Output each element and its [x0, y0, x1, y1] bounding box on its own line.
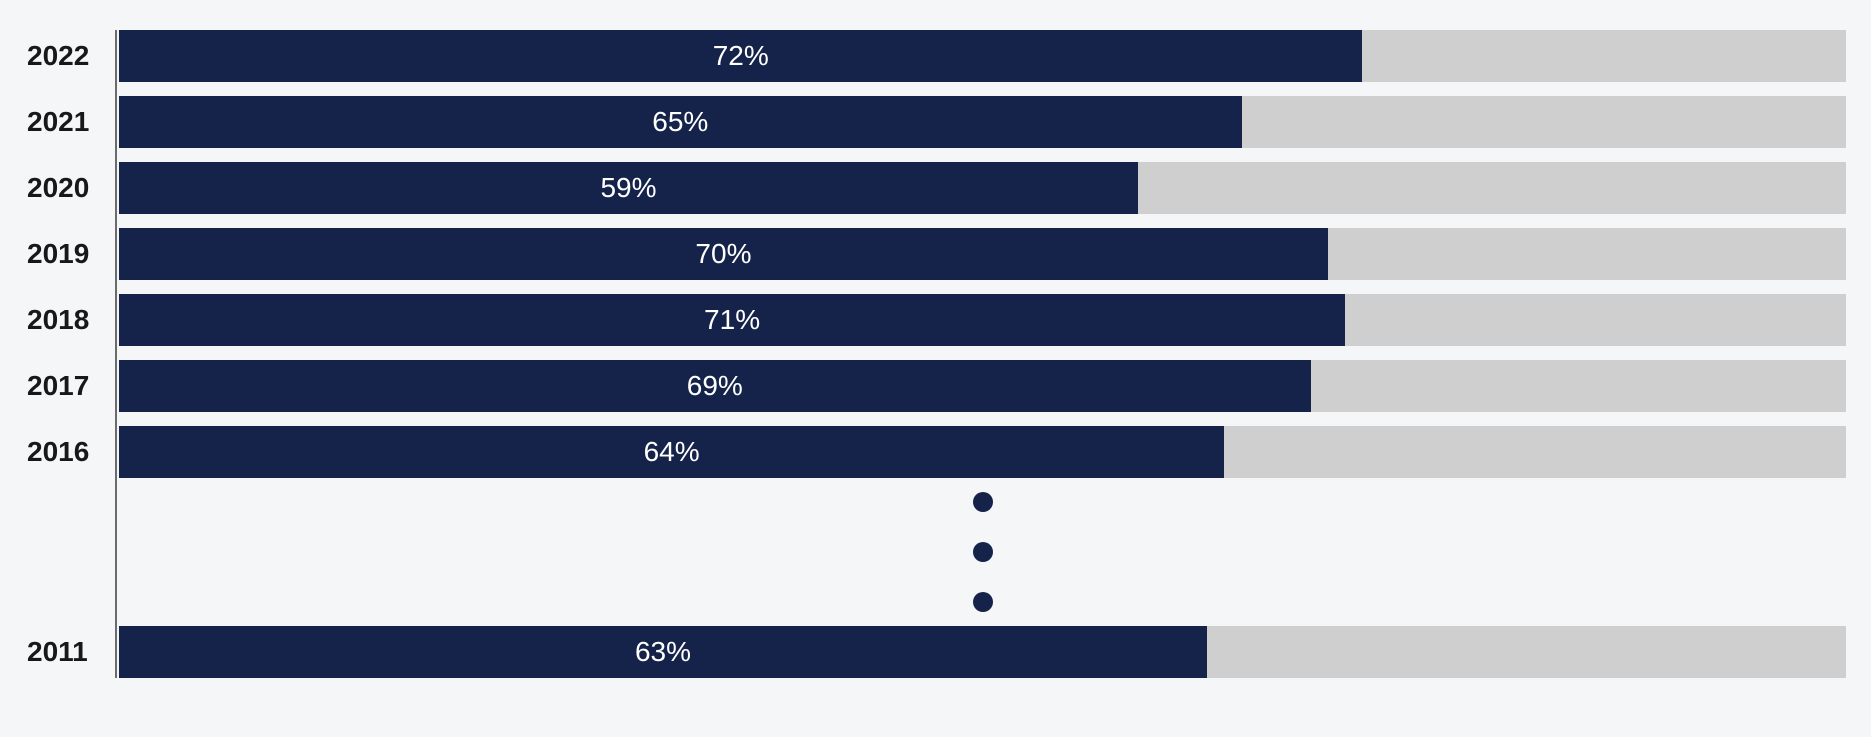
bar-fill: 70%	[119, 228, 1328, 280]
bar-track: 71%	[119, 294, 1846, 346]
bar-row: 2017 69%	[25, 360, 1846, 412]
bar-value-label: 64%	[644, 436, 700, 468]
bar-fill: 69%	[119, 360, 1311, 412]
bar-track: 59%	[119, 162, 1846, 214]
bar-value-label: 70%	[695, 238, 751, 270]
bar-value-label: 59%	[600, 172, 656, 204]
bar-row: 2021 65%	[25, 96, 1846, 148]
ellipsis-dot-icon	[973, 592, 993, 612]
bar-track: 70%	[119, 228, 1846, 280]
chart-rows: 2022 72% 2021 65% 2020 59% 2019 70% 2018 71% 2017 6…	[25, 30, 1846, 678]
bar-row: 2011 63%	[25, 626, 1846, 678]
bar-row: 2022 72%	[25, 30, 1846, 82]
ellipsis-row	[25, 492, 1846, 612]
bar-value-label: 65%	[652, 106, 708, 138]
y-axis-label: 2018	[25, 304, 115, 336]
y-axis-label: 2020	[25, 172, 115, 204]
bar-track: 63%	[119, 626, 1846, 678]
ellipsis-dot-icon	[973, 492, 993, 512]
y-axis-label: 2022	[25, 40, 115, 72]
bar-value-label: 63%	[635, 636, 691, 668]
bar-fill: 63%	[119, 626, 1207, 678]
bar-row: 2020 59%	[25, 162, 1846, 214]
bar-track: 65%	[119, 96, 1846, 148]
y-axis-label: 2019	[25, 238, 115, 270]
y-axis-label: 2016	[25, 436, 115, 468]
bar-track: 69%	[119, 360, 1846, 412]
ellipsis-dots	[119, 492, 1846, 612]
bar-value-label: 71%	[704, 304, 760, 336]
bar-value-label: 72%	[713, 40, 769, 72]
bar-fill: 65%	[119, 96, 1242, 148]
bar-row: 2016 64%	[25, 426, 1846, 478]
y-axis-label: 2021	[25, 106, 115, 138]
bar-track: 72%	[119, 30, 1846, 82]
y-axis-label: 2011	[25, 636, 115, 668]
bar-value-label: 69%	[687, 370, 743, 402]
bar-row: 2019 70%	[25, 228, 1846, 280]
ellipsis-dot-icon	[973, 542, 993, 562]
bar-fill: 71%	[119, 294, 1345, 346]
bar-row: 2018 71%	[25, 294, 1846, 346]
horizontal-bar-chart: 2022 72% 2021 65% 2020 59% 2019 70% 2018 71% 2017 6…	[25, 30, 1846, 678]
y-axis-line	[115, 30, 117, 678]
bar-fill: 64%	[119, 426, 1224, 478]
bar-fill: 59%	[119, 162, 1138, 214]
bar-fill: 72%	[119, 30, 1362, 82]
bar-track: 64%	[119, 426, 1846, 478]
y-axis-label: 2017	[25, 370, 115, 402]
